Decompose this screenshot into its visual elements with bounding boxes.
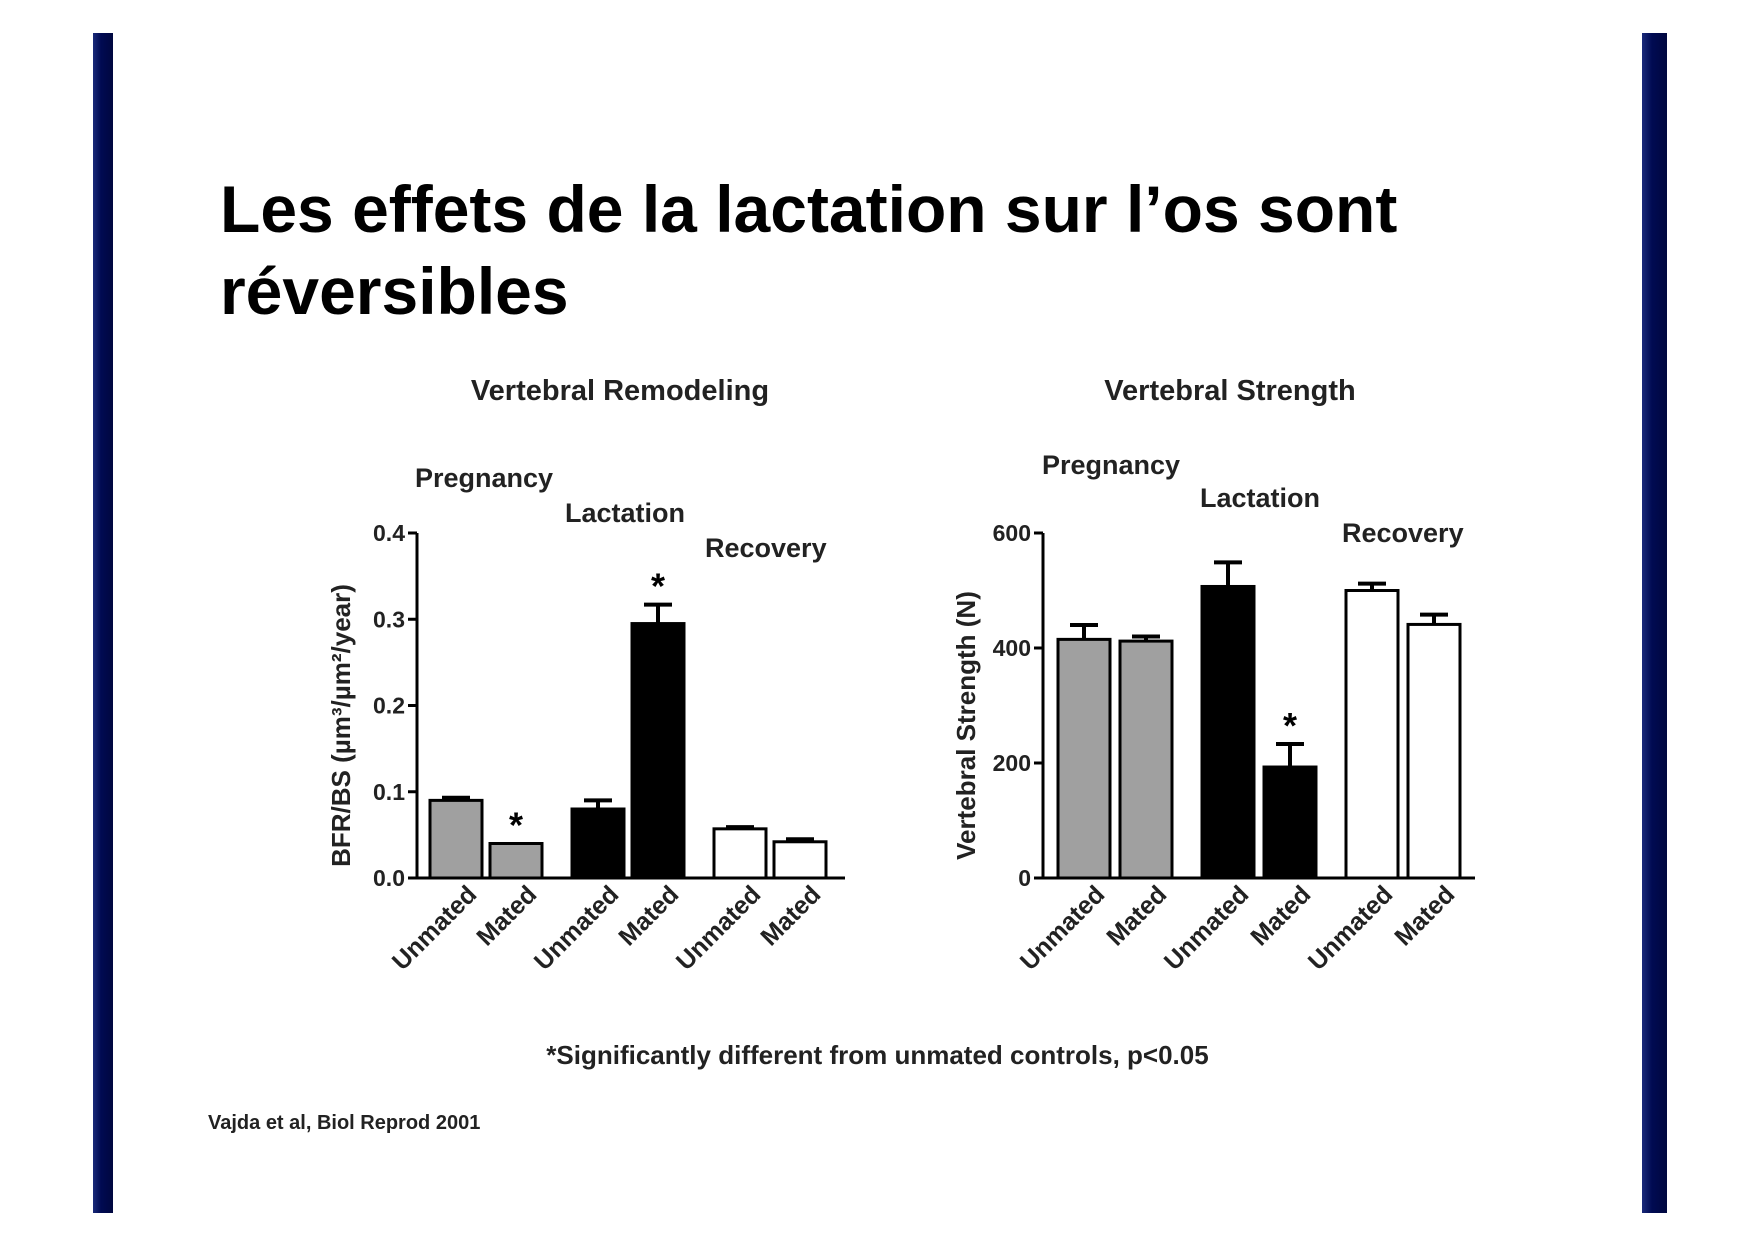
bar-unmated — [712, 827, 768, 880]
category-label: Unmated — [1159, 880, 1254, 975]
bar-mated — [1406, 622, 1462, 880]
chart-title: Vertebral Remodeling — [471, 375, 769, 407]
category-label: Mated — [471, 880, 542, 951]
y-tick-label: 0.0 — [373, 865, 405, 891]
category-label: Mated — [755, 880, 826, 951]
category-label: Mated — [1101, 880, 1172, 951]
y-axis-label: BFR/BS (µm³/µm²/year) — [326, 584, 356, 867]
chart-1: Vertebral Remodeling Pregnancy Lactation Re… — [326, 375, 845, 976]
bar-unmated — [570, 807, 626, 880]
y-tick-label: 600 — [993, 520, 1031, 546]
category-label: Unmated — [1303, 880, 1398, 975]
significance-footnote: *Significantly different from unmated co… — [546, 1040, 1209, 1070]
bar-unmated — [428, 798, 484, 880]
bar-unmated — [1344, 589, 1400, 880]
bar-mated — [630, 622, 686, 880]
citation: Vajda et al, Biol Reprod 2001 — [208, 1112, 481, 1134]
category-label: Unmated — [387, 880, 482, 975]
y-tick-label: 0.3 — [373, 606, 405, 632]
group-label-recovery: Recovery — [1342, 518, 1464, 548]
bar-mated — [488, 842, 544, 880]
bar-mated — [1118, 639, 1174, 880]
y-tick-label: 0.2 — [373, 693, 405, 719]
group-label-recovery: Recovery — [705, 533, 827, 563]
y-tick-label: 0.4 — [373, 520, 405, 546]
bar-unmated — [1056, 637, 1112, 880]
y-tick-label: 0.1 — [373, 779, 405, 805]
bar-mated — [1262, 765, 1318, 880]
group-label-lactation: Lactation — [1200, 483, 1320, 513]
significance-marker: * — [509, 805, 523, 846]
y-tick-label: 200 — [993, 750, 1031, 776]
group-label-lactation: Lactation — [565, 498, 685, 528]
bar-mated — [772, 840, 828, 880]
category-label: Unmated — [1015, 880, 1110, 975]
y-axis-label: Vertebral Strength (N) — [951, 591, 981, 860]
y-tick-label: 0 — [1018, 865, 1031, 891]
category-label: Mated — [1245, 880, 1316, 951]
right-sidebar-stripe — [1642, 33, 1667, 1213]
left-sidebar-stripe — [93, 33, 113, 1213]
category-label: Mated — [613, 880, 684, 951]
category-label: Unmated — [529, 880, 624, 975]
category-label: Mated — [1389, 880, 1460, 951]
bar-unmated — [1200, 584, 1256, 880]
y-tick-label: 400 — [993, 635, 1031, 661]
category-label: Unmated — [671, 880, 766, 975]
slide-title: Les effets de la lactation sur l’os sont… — [220, 172, 1398, 328]
group-label-pregnancy: Pregnancy — [1042, 450, 1180, 480]
significance-marker: * — [651, 566, 665, 607]
significance-marker: * — [1283, 705, 1297, 746]
chart-2: Vertebral Strength Pregnancy Lactation Reco… — [951, 375, 1475, 976]
group-label-pregnancy: Pregnancy — [415, 463, 553, 493]
chart-title: Vertebral Strength — [1104, 375, 1355, 407]
